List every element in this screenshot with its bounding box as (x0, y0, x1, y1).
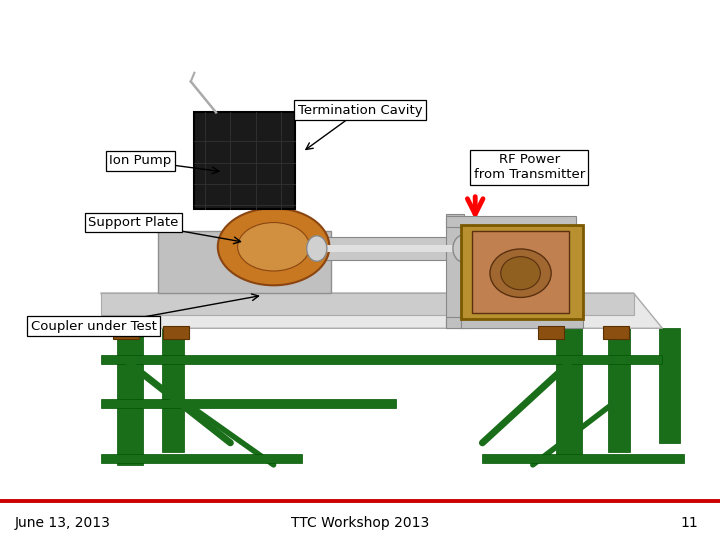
Text: 11: 11 (680, 516, 698, 530)
FancyBboxPatch shape (113, 326, 139, 339)
Text: Support Plate: Support Plate (88, 216, 179, 229)
Ellipse shape (307, 236, 327, 261)
Polygon shape (101, 355, 662, 363)
Polygon shape (101, 293, 662, 328)
Polygon shape (162, 328, 184, 451)
Polygon shape (659, 328, 680, 443)
Text: Cornell Laboratory for
Accelerator-based Sciences and
Education (CLASSE): Cornell Laboratory for Accelerator-based… (101, 8, 256, 45)
Polygon shape (101, 399, 396, 408)
Polygon shape (101, 293, 634, 315)
Ellipse shape (238, 222, 310, 271)
Polygon shape (101, 454, 302, 463)
Text: Coupler Test Stand: Coupler Test Stand (254, 11, 610, 44)
Text: Ion Pump: Ion Pump (109, 154, 171, 167)
Polygon shape (556, 328, 582, 461)
FancyBboxPatch shape (194, 112, 295, 210)
Polygon shape (117, 328, 143, 465)
Polygon shape (608, 328, 630, 451)
Polygon shape (482, 454, 684, 463)
Text: Coupler under Test: Coupler under Test (31, 320, 156, 333)
FancyBboxPatch shape (446, 214, 464, 328)
FancyBboxPatch shape (158, 231, 331, 293)
Text: Termination Cavity: Termination Cavity (297, 104, 423, 117)
FancyBboxPatch shape (538, 326, 564, 339)
Text: RF Power
from Transmitter: RF Power from Transmitter (474, 153, 585, 181)
FancyBboxPatch shape (313, 237, 468, 260)
Ellipse shape (500, 256, 540, 290)
FancyBboxPatch shape (446, 318, 576, 328)
FancyBboxPatch shape (603, 326, 629, 339)
FancyBboxPatch shape (472, 231, 569, 313)
Ellipse shape (453, 235, 474, 262)
Ellipse shape (490, 249, 552, 298)
Text: TTC Workshop 2013: TTC Workshop 2013 (291, 516, 429, 530)
FancyBboxPatch shape (446, 216, 576, 227)
FancyBboxPatch shape (313, 245, 468, 253)
FancyBboxPatch shape (461, 225, 583, 320)
Ellipse shape (217, 208, 330, 285)
Text: June 13, 2013: June 13, 2013 (14, 516, 110, 530)
FancyBboxPatch shape (461, 316, 583, 328)
Text: CORNELL: CORNELL (17, 22, 42, 27)
FancyBboxPatch shape (163, 326, 189, 339)
